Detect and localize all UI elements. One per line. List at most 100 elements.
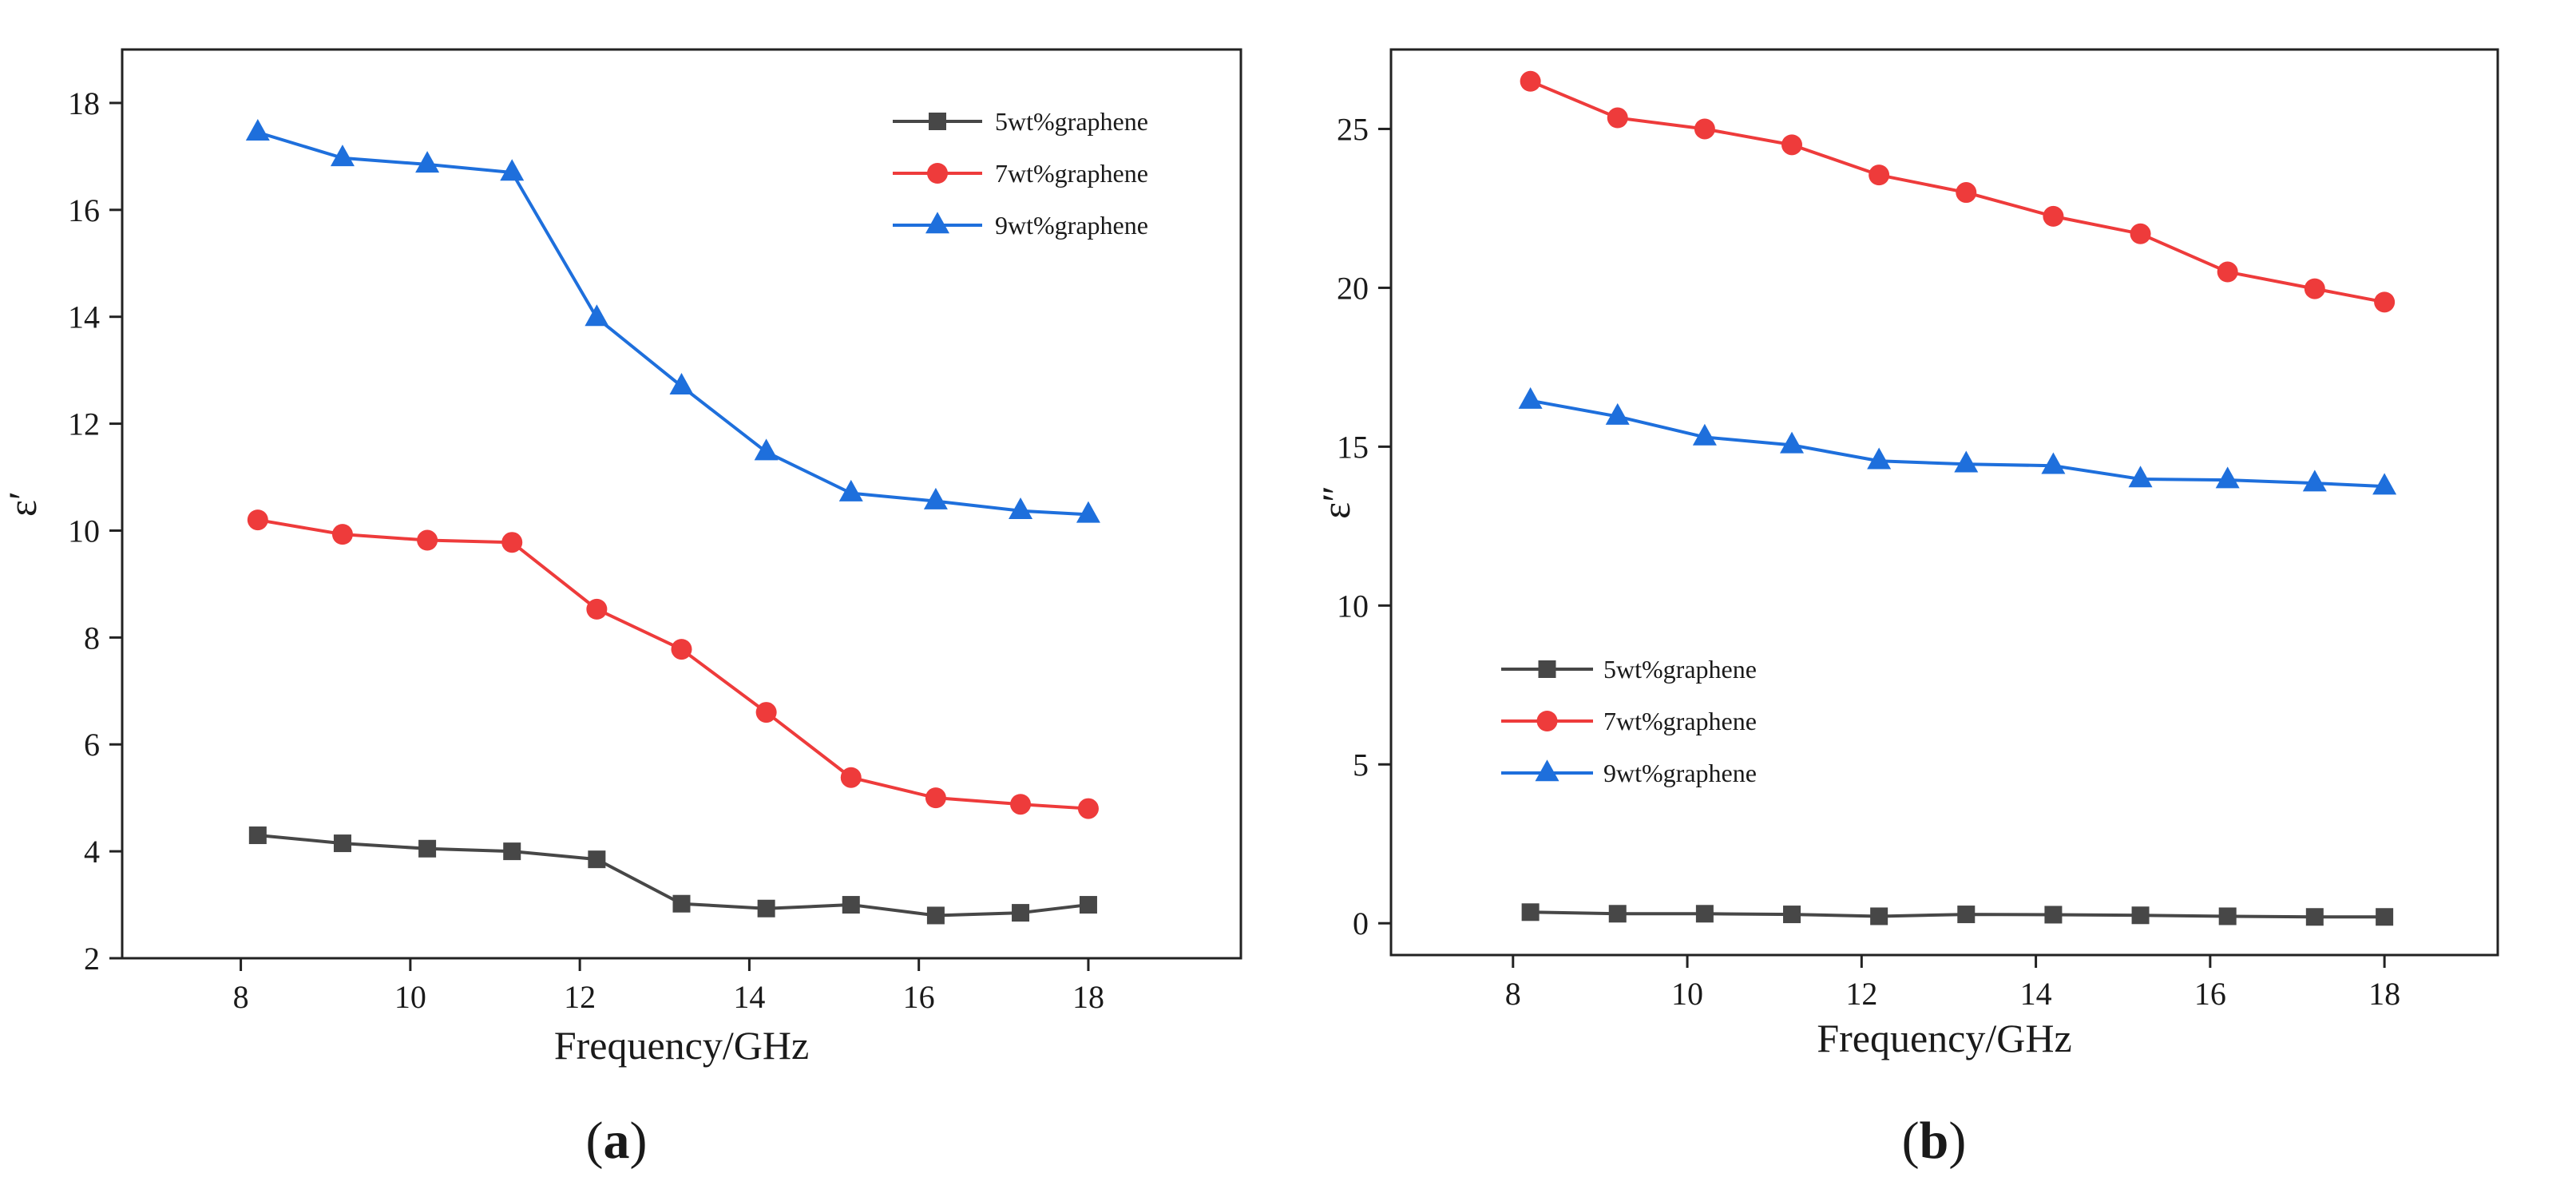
data-point [1870,907,1888,925]
x-tick-label: 10 [1671,976,1703,1012]
data-point [2305,908,2324,926]
series-5wt%graphene [248,826,1097,925]
data-point [1694,118,1715,140]
legend: 5wt%graphene 7wt%graphene 9wt%graphene [893,107,1148,240]
y-tick-label: 2 [84,941,100,977]
series-5wt%graphene [1521,903,2394,926]
data-point [333,834,351,853]
data-point [1954,450,1979,473]
data-point [1695,905,1714,923]
series-7wt%graphene [247,509,1099,819]
legend: 5wt%graphene 7wt%graphene 9wt%graphene [1501,655,1757,787]
data-point [842,896,860,914]
data-point [669,372,694,394]
data-point [2304,278,2325,299]
data-point [1607,107,1628,129]
panel-label: (a) [586,1112,648,1170]
y-tick-label: 8 [84,620,100,656]
y-tick-label: 15 [1337,429,1369,465]
y-tick-label: 12 [68,406,100,442]
data-point [1783,906,1801,924]
series-7wt%graphene [1520,70,2396,313]
y-tick-label: 18 [68,85,100,121]
series-line [1530,398,2385,489]
panel-label-part: ) [1948,1112,1966,1170]
panel-label-part: b [1920,1112,1949,1170]
data-point [586,598,608,620]
panel-label-part: a [604,1112,630,1170]
legend-marker [929,113,946,130]
y-tick-label: 14 [68,299,100,335]
data-point [248,826,267,845]
data-point [1957,906,1976,924]
series-line [257,518,1089,811]
y-axis-title: ε′ [0,491,45,517]
data-point [2302,470,2327,492]
data-point [1867,447,1892,470]
x-tick-label: 10 [394,979,426,1015]
x-tick-label: 16 [2194,976,2226,1012]
panel-label-part: ( [586,1112,604,1170]
data-point [926,906,945,925]
data-point [588,850,606,869]
data-point [2130,223,2151,244]
data-point [1518,386,1543,409]
data-point [2041,452,2066,474]
data-point [2128,466,2153,488]
plot-frame [1389,48,2499,957]
legend-label: 7wt%graphene [995,159,1148,188]
y-tick-label: 25 [1337,111,1369,147]
data-point [501,532,523,553]
legend-marker [925,212,949,234]
data-point [331,524,353,545]
series-line [257,130,1089,517]
data-point [418,839,437,858]
series-9wt%graphene [1518,386,2397,495]
series-9wt%graphene [245,119,1100,523]
data-point [2376,908,2394,926]
x-tick-label: 18 [1072,979,1104,1015]
panel-label-part: ( [1902,1112,1920,1170]
legend-marker [1536,711,1558,731]
y-tick-label: 10 [1337,588,1369,624]
legend-label: 9wt%graphene [1603,759,1757,787]
x-tick-label: 12 [1845,976,1877,1012]
y-tick-label: 16 [68,192,100,228]
chart-panel-a: 8 10 12 14 16 18 2 4 6 8 10 12 14 16 18 Frequency/GHz ε′… [0,48,1242,1170]
data-point [840,767,862,788]
data-point [415,151,440,173]
y-tick-label: 5 [1353,747,1369,783]
data-point [1009,497,1033,519]
data-point [1781,134,1803,156]
data-point [1605,402,1630,425]
data-point [245,119,270,141]
data-point [925,787,946,809]
data-point [1076,501,1100,523]
data-point [1869,164,1890,186]
x-axis-title: Frequency/GHz [1817,1016,2071,1060]
data-point [671,639,692,660]
data-point [503,842,521,861]
data-point [2215,466,2240,489]
panel-label-part: ) [630,1112,648,1170]
data-point [1521,903,1540,922]
y-tick-label: 20 [1337,270,1369,306]
data-point [330,145,355,167]
x-tick-label: 8 [233,979,249,1015]
data-point [2217,261,2238,283]
y-tick-label: 10 [68,513,100,549]
chart-panel-b: 8 10 12 14 16 18 0 5 10 15 20 25 Frequency/GHz ε″ (b) 5… [1314,48,2499,1170]
data-point [2218,907,2237,925]
data-point [838,479,863,501]
data-point [417,529,438,551]
data-point [1077,798,1099,819]
x-tick-label: 12 [564,979,596,1015]
data-point [1012,904,1030,922]
data-point [1956,182,1977,204]
legend-label: 7wt%graphene [1603,707,1757,735]
y-axis-title: ε″ [1314,486,1358,519]
data-point [755,702,777,723]
plot-frame [121,48,1242,960]
legend-marker [1538,660,1556,678]
legend-label: 9wt%graphene [995,211,1148,240]
